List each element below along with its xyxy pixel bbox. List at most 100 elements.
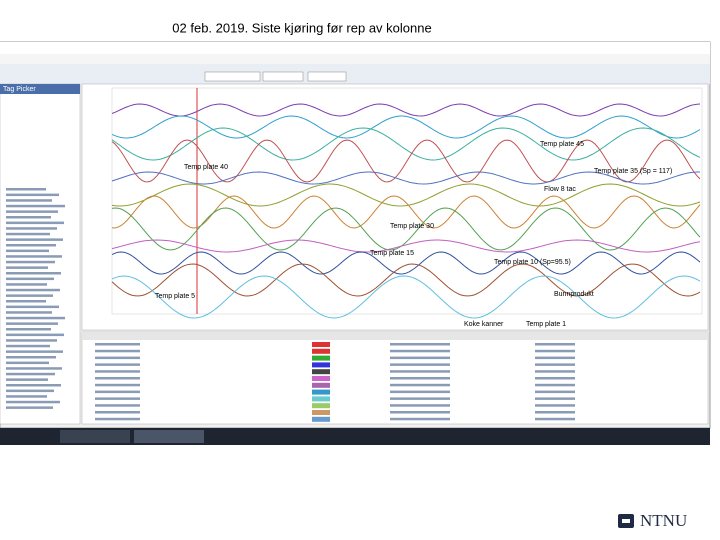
row-text [390,411,450,414]
toolbar [0,64,710,84]
row-text [535,383,575,387]
time-field[interactable] [307,71,347,82]
tag-entry [6,328,51,331]
tag-entry [6,395,47,398]
tag-entry [6,300,46,303]
tag-entry [6,367,62,370]
tag-entry [6,193,59,197]
row-swatch [312,369,330,375]
panel-title: Tag Picker [3,86,36,93]
row-swatch [312,342,330,347]
tag-entry [6,372,55,376]
row-swatch [312,389,330,395]
trend-traces [111,103,701,319]
row-text [390,390,450,394]
tag-entry [6,188,46,191]
row-text [535,363,575,366]
annotation: Temp plate 30 [390,223,434,230]
title-bar [0,42,710,54]
row-text [390,343,450,346]
row-text [535,390,575,394]
tag-entry [6,244,56,247]
tag-list [6,188,65,409]
annotation: Temp plate 45 [540,141,584,148]
logo-text: NTNU [640,511,687,530]
annotation: Temp plate 35 (Sp = 117) [594,168,672,175]
tag-entry [6,277,54,281]
row-text [95,397,140,400]
tag-entry [6,350,63,353]
trace [111,103,701,117]
annotation: Temp plate 40 [184,164,228,171]
row-text [95,349,140,353]
trace [111,239,701,253]
table-header [82,332,708,340]
row-text [535,377,575,380]
taskbar-item[interactable] [60,430,130,443]
tag-entry [6,400,60,404]
row-text [390,397,450,400]
row-text [390,377,450,380]
trace [111,195,701,229]
row-text [95,370,140,373]
row-text [390,417,450,421]
tag-entry [6,283,47,286]
row-swatch [312,355,330,361]
row-text [95,411,140,414]
tag-entry [6,216,51,219]
row-text [535,404,575,407]
row-text [95,356,140,360]
row-text [535,356,575,360]
row-text [390,404,450,407]
trace [111,171,700,185]
trace [111,275,701,319]
slide-title: 02 feb. 2019. Siste kjøring før rep av k… [172,20,431,35]
tag-entry [6,339,57,342]
tag-entry [6,210,58,213]
tag-entry [6,232,50,236]
row-swatch [312,348,330,354]
tag-entry [6,272,61,275]
tag-entry [6,294,53,297]
tag-entry [6,344,50,348]
tag-entry [6,333,64,337]
logo-icon-detail [622,519,630,523]
tag-entry [6,361,49,365]
panel-header [0,84,80,94]
tag-entry [6,199,52,202]
row-text [390,370,450,373]
row-swatch [312,362,330,368]
row-swatch [312,376,330,381]
annotation: Flow 8 tac [544,186,576,193]
annotation: Temp plate 10 (Sp=95.5) [494,259,571,266]
tag-entry [6,384,61,387]
annotation: Temp plate 15 [370,250,414,257]
row-text [390,356,450,360]
row-text [95,343,140,346]
trace [111,263,701,297]
time-field[interactable] [262,71,304,82]
annotation: Koke kanner [464,321,504,328]
tag-entry [6,266,48,269]
tag-entry [6,204,65,208]
trace [111,127,701,161]
row-text [390,383,450,387]
taskbar-item[interactable] [134,430,204,443]
time-field[interactable] [204,71,261,82]
row-text [390,363,450,366]
tag-entry [6,406,53,409]
row-text [535,349,575,353]
tag-entry [6,288,60,292]
tag-entry [6,249,49,253]
row-swatch [312,410,330,415]
tag-entry [6,221,64,225]
tag-entry [6,356,56,359]
tag-entry [6,389,54,393]
trace [111,139,701,183]
tag-entry [6,305,59,309]
tag-entry [6,255,62,258]
tag-entry [6,378,48,381]
row-text [95,377,140,380]
tag-entry [6,260,55,264]
